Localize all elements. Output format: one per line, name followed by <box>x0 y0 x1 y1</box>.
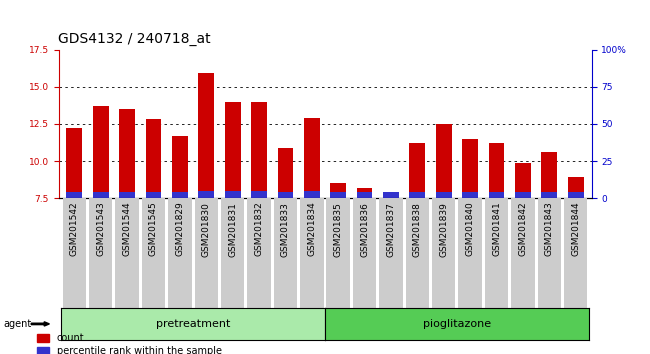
Bar <box>567 177 584 198</box>
Bar <box>146 192 161 198</box>
Text: GSM201842: GSM201842 <box>519 202 527 256</box>
Text: pretreatment: pretreatment <box>156 319 230 329</box>
Bar <box>462 192 478 198</box>
Bar <box>172 192 188 198</box>
Text: GSM201841: GSM201841 <box>492 202 501 256</box>
Bar <box>172 136 188 198</box>
Text: GSM201834: GSM201834 <box>307 202 317 256</box>
Bar <box>383 192 399 198</box>
Text: GSM201836: GSM201836 <box>360 202 369 257</box>
Text: GSM201833: GSM201833 <box>281 202 290 257</box>
Bar <box>146 119 161 198</box>
Bar <box>119 109 135 198</box>
Text: GSM201544: GSM201544 <box>123 202 131 256</box>
Bar <box>436 124 452 198</box>
Bar <box>251 191 267 198</box>
Text: GSM201830: GSM201830 <box>202 202 211 257</box>
Bar <box>436 192 452 198</box>
Bar <box>119 192 135 198</box>
Bar <box>225 102 240 198</box>
Bar <box>489 192 504 198</box>
Bar <box>225 191 240 198</box>
Bar <box>515 192 531 198</box>
Bar <box>66 192 83 198</box>
Bar <box>383 195 399 198</box>
Bar <box>330 192 346 198</box>
Bar <box>304 118 320 198</box>
Bar <box>357 192 372 198</box>
Bar <box>251 102 267 198</box>
Text: GSM201837: GSM201837 <box>387 202 395 257</box>
Text: GSM201831: GSM201831 <box>228 202 237 257</box>
Bar <box>198 191 214 198</box>
Legend: count, percentile rank within the sample: count, percentile rank within the sample <box>37 333 222 354</box>
Text: GSM201840: GSM201840 <box>465 202 474 256</box>
Bar <box>278 192 293 198</box>
Bar <box>541 152 557 198</box>
Bar <box>198 73 214 198</box>
Text: GDS4132 / 240718_at: GDS4132 / 240718_at <box>58 32 211 46</box>
Bar <box>567 192 584 198</box>
Text: GSM201839: GSM201839 <box>439 202 448 257</box>
Bar <box>304 191 320 198</box>
Bar <box>278 148 293 198</box>
Text: GSM201843: GSM201843 <box>545 202 554 256</box>
Text: GSM201829: GSM201829 <box>176 202 185 256</box>
Text: GSM201545: GSM201545 <box>149 202 158 256</box>
Bar <box>357 188 372 198</box>
Text: GSM201542: GSM201542 <box>70 202 79 256</box>
Bar <box>410 143 425 198</box>
Text: GSM201844: GSM201844 <box>571 202 580 256</box>
Bar <box>93 106 109 198</box>
Bar <box>330 183 346 198</box>
Bar <box>489 143 504 198</box>
Bar <box>515 162 531 198</box>
Text: GSM201832: GSM201832 <box>255 202 263 256</box>
Bar <box>66 129 83 198</box>
Text: GSM201543: GSM201543 <box>96 202 105 256</box>
Text: GSM201838: GSM201838 <box>413 202 422 257</box>
Bar <box>410 192 425 198</box>
Text: pioglitazone: pioglitazone <box>423 319 491 329</box>
Text: agent: agent <box>3 319 31 329</box>
Bar <box>541 192 557 198</box>
Bar <box>462 139 478 198</box>
Bar <box>93 192 109 198</box>
Text: GSM201835: GSM201835 <box>333 202 343 257</box>
